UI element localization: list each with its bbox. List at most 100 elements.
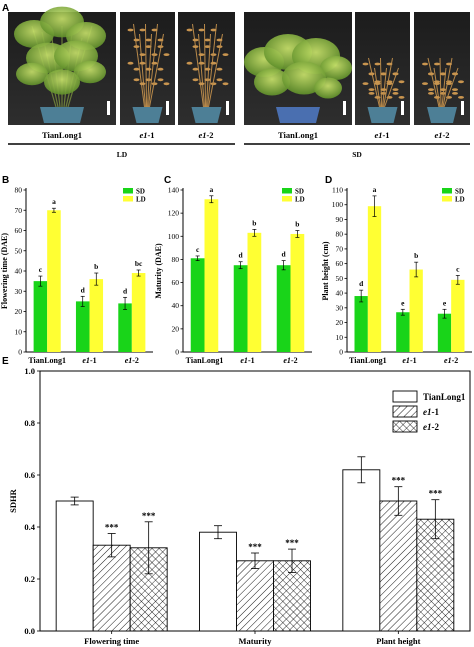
- dry-pod: [380, 72, 387, 76]
- y-axis-title: SDHR: [8, 488, 18, 512]
- photo-label-4: TianLong1: [278, 130, 318, 140]
- y-tick-label: 40: [172, 301, 180, 310]
- dry-stem: [380, 57, 382, 108]
- dry-pod: [428, 88, 434, 91]
- dry-pod: [216, 38, 223, 42]
- scale-bar: [401, 101, 404, 115]
- significance-mark: ***: [392, 476, 406, 486]
- category-label: e1-1: [240, 356, 254, 365]
- scale-bar: [107, 101, 110, 115]
- y-tick-label: 100: [168, 232, 180, 241]
- legend-swatch-tianlong1: [392, 390, 418, 403]
- legend-label-ld: LD: [136, 196, 146, 204]
- dry-stem: [433, 67, 441, 108]
- bar-e1-1: [236, 560, 274, 632]
- y-tick-label: 1.0: [24, 366, 35, 376]
- panel-c-chart: C 0 20 40 60 80 100 120 140 Maturity (DAE) c a TianL…: [154, 175, 312, 365]
- dry-pod: [392, 88, 399, 91]
- panel-letter: C: [164, 175, 171, 186]
- photo-label-3: e1-2: [198, 130, 213, 140]
- legend-label-tianlong1: TianLong1: [423, 392, 466, 402]
- dry-stem: [439, 57, 442, 108]
- panel-a-photos: TianLong1 e1-1 e1-2 TianLong1 e1-1 e1-2 LD SD: [8, 6, 470, 159]
- legend-swatch-ld: [123, 196, 133, 202]
- bar-tianlong1: [55, 500, 94, 632]
- panel-a-letter: A: [2, 3, 9, 14]
- y-tick-label: 100: [332, 200, 344, 209]
- dry-pod: [392, 72, 399, 76]
- bar-ld: [204, 199, 219, 352]
- category-label: Plant height: [376, 636, 420, 646]
- dry-pod: [434, 62, 440, 66]
- dry-pod: [446, 82, 452, 85]
- y-tick-label: 60: [336, 259, 344, 268]
- dry-pod: [127, 61, 134, 65]
- dry-pod: [222, 53, 229, 56]
- bar-ld: [367, 206, 382, 352]
- legend-swatch-ld: [282, 196, 292, 202]
- y-tick-label: 90: [336, 215, 344, 224]
- dry-pod: [392, 92, 399, 95]
- significance-mark: ***: [285, 538, 299, 548]
- pot: [276, 107, 320, 123]
- dry-pod: [374, 96, 381, 99]
- dry-pod: [440, 88, 446, 91]
- legend-label-ld: LD: [295, 196, 305, 204]
- bar-ld: [131, 273, 146, 352]
- significance-letter: e: [443, 298, 447, 307]
- y-tick-label: 0: [175, 348, 179, 357]
- dry-stem: [198, 33, 205, 108]
- dry-pod: [386, 82, 393, 85]
- dry-pod: [198, 61, 205, 65]
- significance-mark: ***: [142, 511, 156, 521]
- y-tick-label: 20: [15, 307, 23, 316]
- y-tick-label: 80: [336, 230, 344, 239]
- dry-pod: [151, 61, 158, 65]
- significance-mark: ***: [105, 523, 119, 533]
- significance-letter: c: [456, 264, 460, 273]
- dry-pod: [398, 96, 405, 99]
- dry-pod: [434, 96, 440, 99]
- bar-ld: [47, 210, 61, 352]
- legend-label-sd: SD: [295, 188, 304, 196]
- dry-pod: [440, 72, 446, 76]
- dry-pod: [133, 45, 140, 48]
- dry-pod: [204, 67, 211, 71]
- dry-pod: [192, 78, 199, 82]
- bar-sd: [233, 265, 248, 352]
- dry-pod: [368, 72, 375, 76]
- pot: [367, 107, 398, 123]
- dry-pod: [198, 53, 205, 56]
- bar-ld: [451, 279, 465, 352]
- foliage: [16, 62, 48, 86]
- dry-pod: [186, 61, 193, 65]
- foliage: [314, 77, 342, 99]
- dry-pod: [204, 45, 211, 48]
- bar-sd: [190, 258, 205, 352]
- panel-letter: D: [325, 175, 332, 186]
- dry-pod: [157, 45, 164, 48]
- bar-ld: [290, 233, 305, 352]
- bar-tianlong1: [199, 531, 237, 632]
- significance-letter: d: [123, 286, 128, 295]
- dry-pod: [198, 82, 205, 86]
- dry-pod: [446, 62, 452, 66]
- y-tick-label: 10: [336, 333, 344, 342]
- dry-pod: [127, 28, 134, 32]
- significance-letter: d: [81, 285, 86, 294]
- dry-pod: [157, 78, 164, 82]
- dry-stem: [148, 23, 158, 108]
- ld-label: LD: [117, 150, 128, 159]
- significance-letter: d: [282, 250, 287, 259]
- panel-b-chart: B 0 10 20 30 40 50 60 70 80 Flowering time (DAE) c a…: [0, 175, 153, 365]
- y-tick-label: 30: [336, 303, 344, 312]
- dry-pod: [216, 67, 223, 71]
- photo-label-2: e1-1: [139, 130, 154, 140]
- photo-5: [355, 12, 410, 125]
- pot: [40, 107, 84, 123]
- legend-label-e1-2: e1-2: [423, 422, 439, 432]
- category-label: Flowering time: [84, 636, 139, 646]
- bar-tianlong1: [342, 469, 381, 632]
- significance-letter: a: [373, 185, 377, 194]
